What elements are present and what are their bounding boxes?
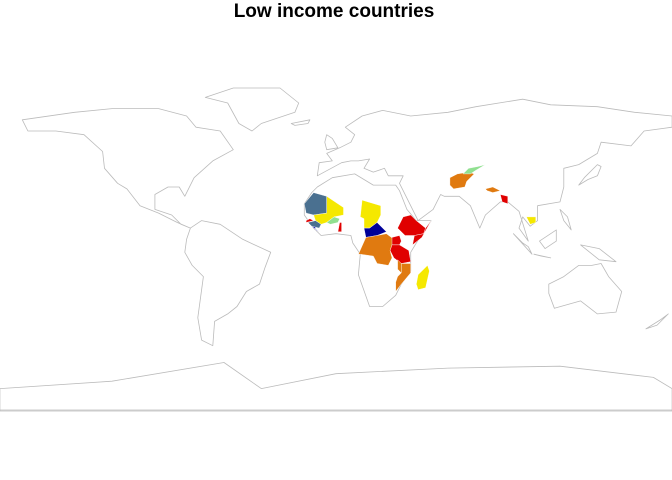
- landmass: [324, 134, 339, 151]
- landmass: [578, 164, 602, 186]
- low-income-country: [337, 222, 342, 233]
- landmass: [204, 87, 300, 132]
- low-income-country: [389, 244, 411, 264]
- low-income-country: [305, 218, 315, 223]
- landmass: [539, 229, 557, 250]
- low-income-country: [526, 216, 536, 225]
- map-title: Low income countries: [234, 1, 435, 22]
- landmass: [533, 253, 552, 259]
- low-income-country: [307, 220, 322, 229]
- landmass: [184, 220, 272, 347]
- landmass: [0, 362, 672, 412]
- landmass: [316, 98, 672, 242]
- low-income-country: [485, 186, 501, 193]
- low-income-country: [500, 194, 508, 205]
- landmass: [580, 244, 617, 263]
- low-income-country: [412, 220, 432, 246]
- landmass: [513, 233, 533, 255]
- landmass: [21, 108, 234, 229]
- low-income-country: [395, 263, 411, 293]
- landmass: [548, 263, 623, 315]
- low-income-country: [304, 192, 327, 216]
- landmass: [645, 313, 669, 330]
- landmass: [559, 208, 572, 231]
- landmass: [290, 119, 311, 126]
- low-income-country: [449, 171, 475, 190]
- low-income-country: [391, 235, 402, 246]
- low-income-country: [326, 216, 340, 225]
- highlighted-countries: [304, 164, 536, 293]
- land: [0, 87, 672, 412]
- low-income-country: [462, 164, 486, 175]
- low-income-country: [416, 265, 430, 290]
- low-income-country: [358, 233, 395, 266]
